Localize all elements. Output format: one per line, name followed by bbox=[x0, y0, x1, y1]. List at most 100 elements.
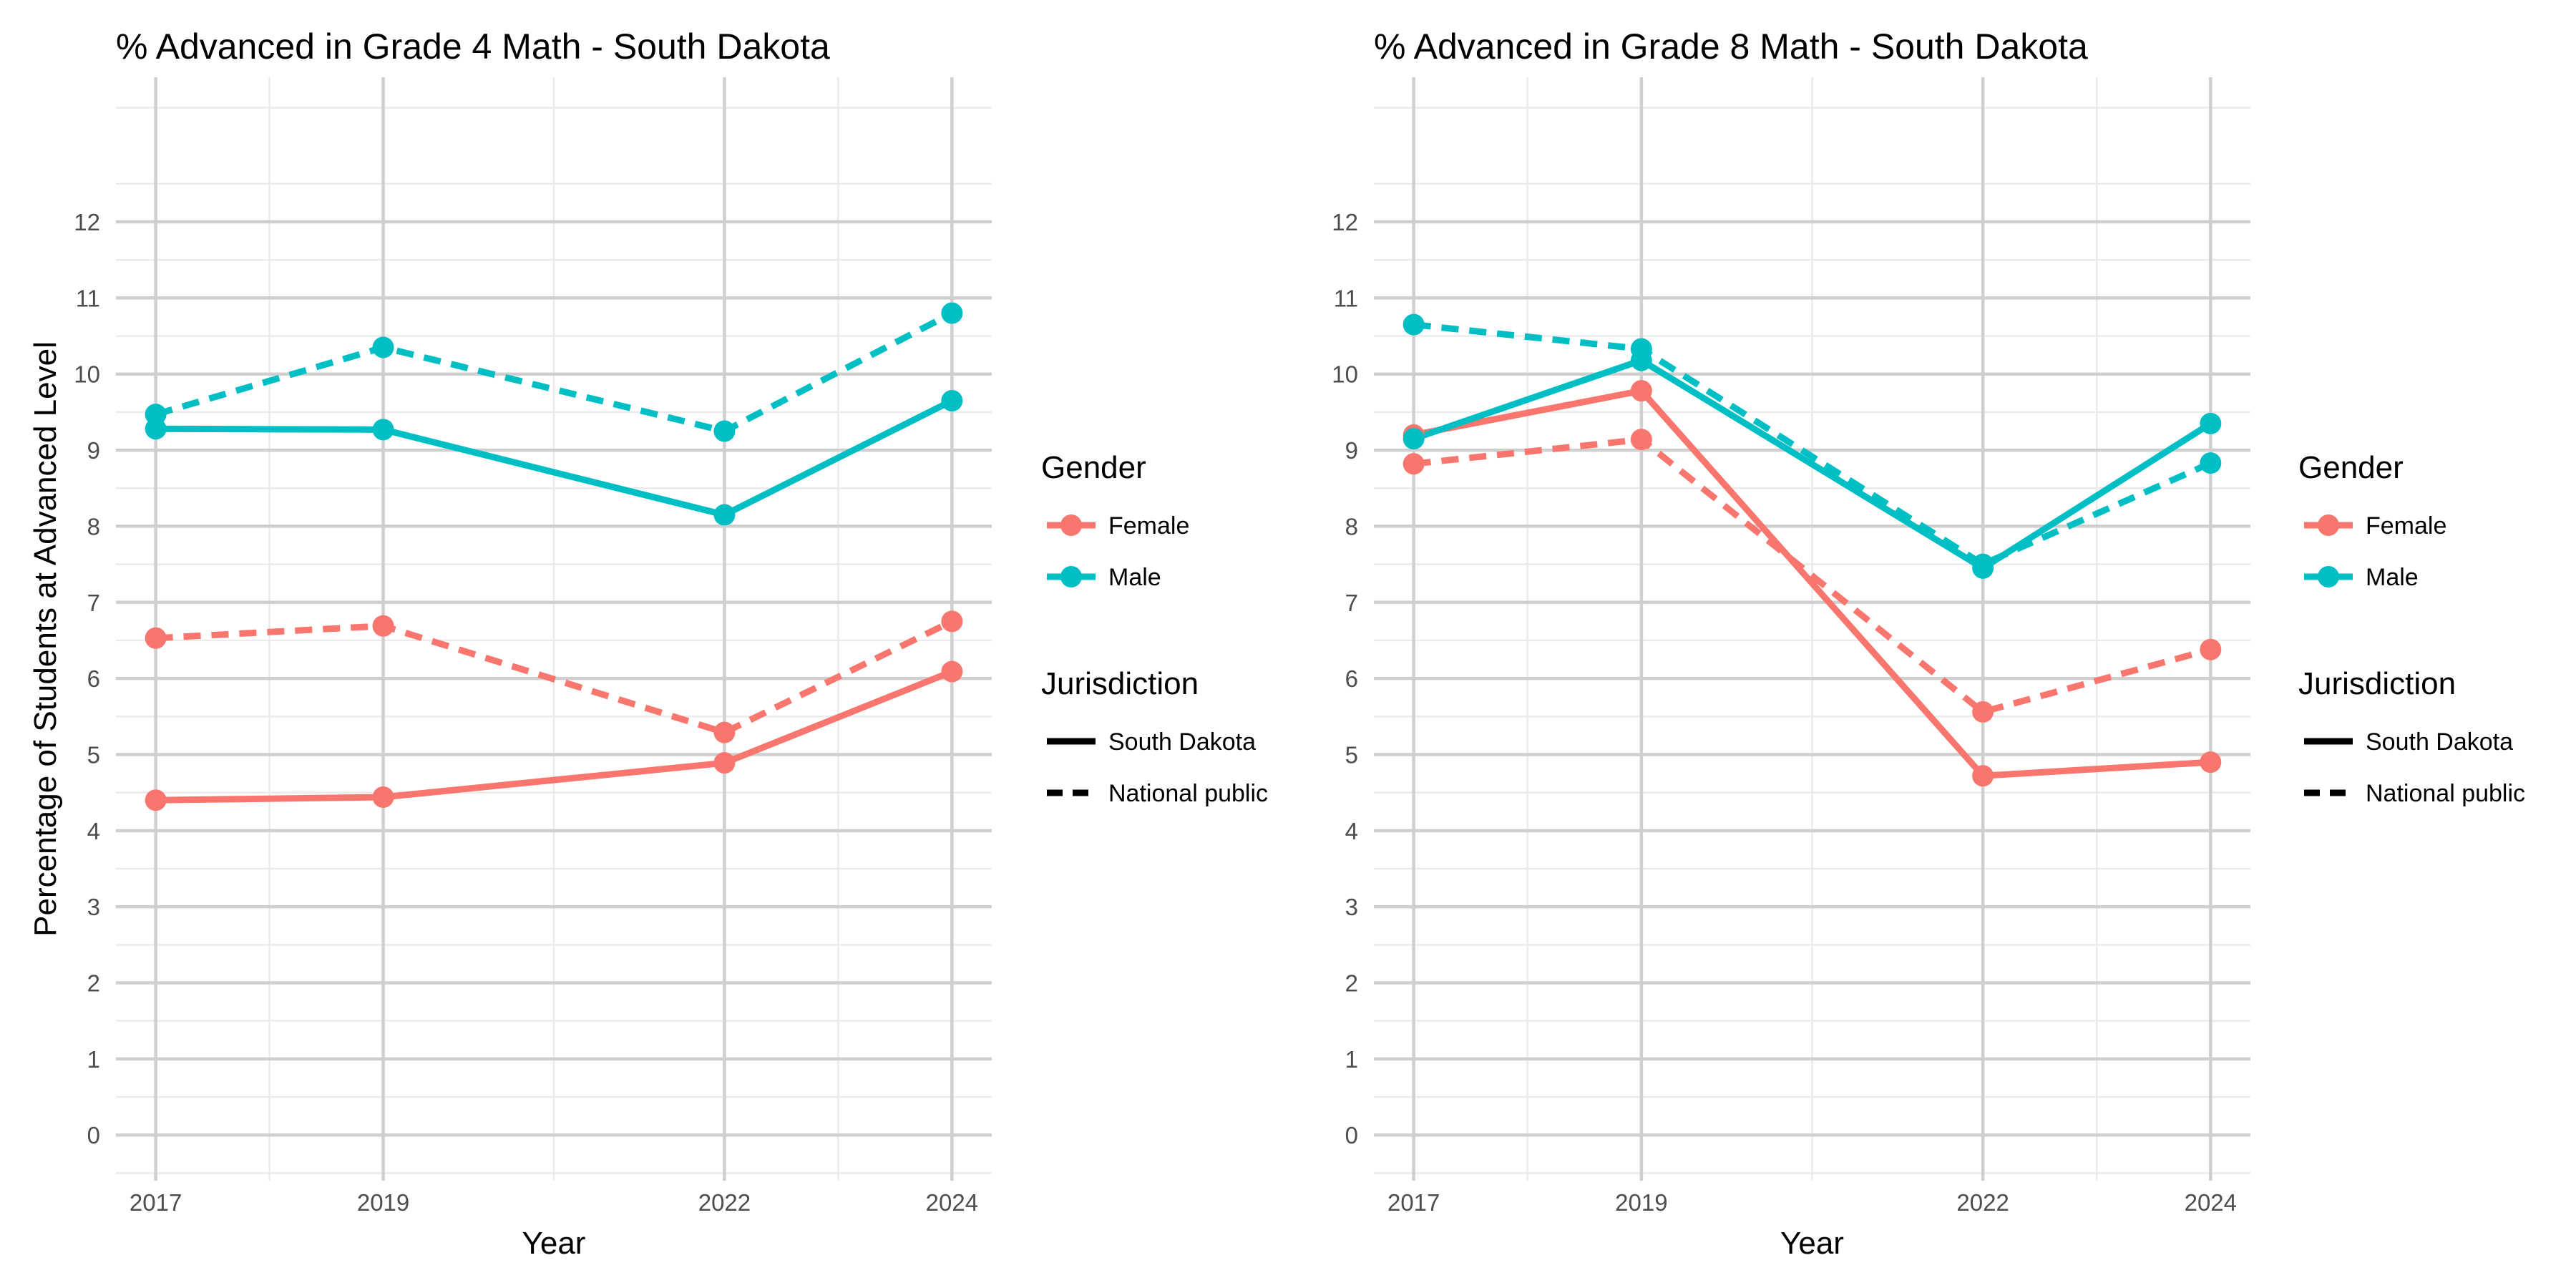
series-group bbox=[1402, 313, 2222, 787]
y-tick-label: 6 bbox=[87, 665, 100, 692]
y-tick-label: 9 bbox=[1345, 437, 1358, 464]
legend-label-male: Male bbox=[1108, 564, 1161, 591]
data-point-female-national-public-2017 bbox=[145, 627, 167, 649]
y-axis-title: Percentage of Students at Advanced Level bbox=[28, 341, 63, 937]
y-tick-label: 10 bbox=[74, 361, 100, 388]
legend-jurisdiction-title: Jurisdiction bbox=[2298, 666, 2456, 701]
data-point-male-national-public-2019 bbox=[372, 336, 394, 358]
data-point-male-national-public-2017 bbox=[145, 404, 167, 426]
legend-label-female: Female bbox=[2366, 512, 2446, 540]
series-line-female-south-dakota bbox=[1413, 387, 2211, 779]
data-point-male-national-public-2017 bbox=[1402, 313, 1425, 336]
y-tick-label: 10 bbox=[1332, 361, 1358, 388]
data-point-female-national-public-2019 bbox=[372, 615, 394, 637]
legend-gender-title: Gender bbox=[2298, 450, 2404, 485]
data-point-female-national-public-2017 bbox=[1402, 453, 1425, 475]
chart-title: % Advanced in Grade 8 Math - South Dakot… bbox=[1374, 26, 2088, 67]
data-point-female-south-dakota-2019 bbox=[372, 786, 394, 809]
data-point-male-national-public-2022 bbox=[1972, 553, 1994, 575]
chart-title: % Advanced in Grade 4 Math - South Dakot… bbox=[116, 26, 830, 67]
y-tick-label: 4 bbox=[87, 818, 100, 844]
legend-jurisdiction-title: Jurisdiction bbox=[1041, 666, 1199, 701]
gridlines bbox=[116, 77, 992, 1181]
x-tick-label: 2024 bbox=[2185, 1189, 2237, 1216]
legend-label-south-dakota: South Dakota bbox=[2366, 728, 2513, 756]
data-point-female-south-dakota-2022 bbox=[1972, 765, 1994, 787]
data-point-male-national-public-2024 bbox=[2200, 452, 2222, 474]
series-line-male-south-dakota bbox=[155, 397, 954, 518]
x-tick-label: 2022 bbox=[1956, 1189, 2009, 1216]
legend-label-male: Male bbox=[2366, 564, 2419, 591]
data-point-female-national-public-2022 bbox=[713, 721, 736, 743]
legend-key-point-male bbox=[1060, 566, 1082, 587]
legend-key-point-female bbox=[1060, 514, 1082, 536]
data-point-male-south-dakota-2024 bbox=[2200, 412, 2222, 434]
data-point-male-south-dakota-2022 bbox=[713, 504, 736, 526]
y-tick-label: 1 bbox=[87, 1046, 100, 1073]
y-tick-label: 1 bbox=[1345, 1046, 1358, 1073]
y-tick-label: 0 bbox=[1345, 1122, 1358, 1148]
x-tick-label: 2019 bbox=[357, 1189, 409, 1216]
data-point-male-south-dakota-2024 bbox=[941, 389, 963, 411]
y-tick-label: 11 bbox=[1334, 285, 1358, 311]
data-point-female-national-public-2019 bbox=[1630, 429, 1652, 451]
data-point-female-national-public-2024 bbox=[2200, 638, 2222, 660]
y-tick-label: 3 bbox=[1345, 894, 1358, 920]
y-tick-label: 3 bbox=[87, 894, 100, 920]
legend-key-point-female bbox=[2318, 514, 2339, 536]
y-tick-label: 2 bbox=[1345, 970, 1358, 997]
y-tick-label: 9 bbox=[87, 437, 100, 464]
series-line-male-national-public bbox=[1413, 321, 2212, 568]
data-point-female-south-dakota-2019 bbox=[1630, 380, 1652, 402]
data-point-female-national-public-2022 bbox=[1972, 701, 1994, 723]
legend-key-point-male bbox=[2318, 566, 2339, 587]
data-point-male-south-dakota-2019 bbox=[372, 419, 394, 441]
series-line-female-national-public bbox=[155, 618, 954, 736]
x-tick-label: 2017 bbox=[130, 1189, 182, 1216]
y-tick-label: 0 bbox=[87, 1122, 100, 1148]
data-point-female-south-dakota-2017 bbox=[145, 789, 167, 811]
legend-gender-title: Gender bbox=[1041, 450, 1146, 485]
y-tick-label: 11 bbox=[76, 285, 100, 311]
y-tick-label: 7 bbox=[87, 590, 100, 616]
series-line-female-national-public bbox=[1413, 436, 2212, 716]
gridlines bbox=[1374, 77, 2250, 1181]
y-tick-label: 4 bbox=[1345, 818, 1358, 844]
y-tick-label: 6 bbox=[1345, 665, 1358, 692]
series-line-male-national-public bbox=[155, 310, 954, 434]
legend-label-female: Female bbox=[1108, 512, 1189, 540]
x-tick-label: 2017 bbox=[1387, 1189, 1440, 1216]
series-group bbox=[145, 302, 963, 811]
data-point-male-national-public-2019 bbox=[1630, 338, 1652, 360]
x-axis-title: Year bbox=[522, 1226, 586, 1261]
data-point-female-south-dakota-2022 bbox=[713, 752, 736, 774]
legend-label-national-public: National public bbox=[1108, 780, 1268, 807]
y-tick-label: 2 bbox=[87, 970, 100, 997]
x-tick-label: 2024 bbox=[926, 1189, 978, 1216]
data-point-male-national-public-2024 bbox=[941, 302, 963, 324]
data-point-male-national-public-2022 bbox=[713, 420, 736, 442]
data-point-male-south-dakota-2017 bbox=[1402, 428, 1425, 450]
x-axis-title: Year bbox=[1780, 1226, 1844, 1261]
legend-label-national-public: National public bbox=[2366, 780, 2525, 807]
series-line-male-south-dakota bbox=[1413, 357, 2212, 572]
y-tick-label: 8 bbox=[87, 513, 100, 540]
y-tick-label: 5 bbox=[1345, 741, 1358, 768]
data-point-female-national-public-2024 bbox=[941, 610, 963, 633]
y-tick-label: 5 bbox=[87, 741, 100, 768]
y-tick-label: 12 bbox=[74, 209, 100, 235]
data-point-female-south-dakota-2024 bbox=[2200, 751, 2222, 774]
data-point-female-south-dakota-2024 bbox=[941, 660, 963, 683]
y-tick-label: 8 bbox=[1345, 513, 1358, 540]
series-line-female-south-dakota bbox=[155, 668, 954, 804]
y-tick-label: 12 bbox=[1332, 209, 1358, 235]
y-tick-label: 7 bbox=[1345, 590, 1358, 616]
legend: Gender Female Male Jurisdiction South Dakota… bbox=[1041, 450, 1268, 807]
x-tick-label: 2019 bbox=[1615, 1189, 1667, 1216]
legend-label-south-dakota: South Dakota bbox=[1108, 728, 1256, 756]
x-tick-label: 2022 bbox=[698, 1189, 751, 1216]
legend: Gender Female Male Jurisdiction South Dakota… bbox=[2298, 450, 2525, 807]
